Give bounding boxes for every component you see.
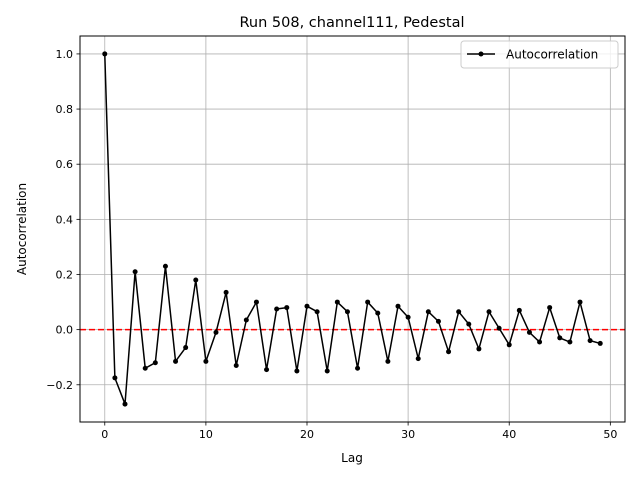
data-point [294,368,300,374]
data-point [162,263,168,269]
data-point [415,356,421,362]
legend: Autocorrelation [460,40,619,69]
grid [80,36,625,422]
data-point [102,51,108,57]
data-point [142,365,148,371]
y-tick-label: −0.2 [46,379,73,392]
data-point [355,365,361,371]
legend-box [460,40,619,69]
data-point [264,367,270,373]
data-point [547,305,553,311]
data-point [193,277,199,283]
data-point [173,358,179,364]
data-point [385,358,391,364]
data-point [274,306,280,312]
data-point [304,303,310,309]
legend-label: Autocorrelation [506,48,598,62]
data-point [567,339,573,345]
data-point [132,269,138,275]
data-point [516,307,522,313]
data-point [152,360,158,366]
data-point [213,329,219,335]
data-point [233,362,239,368]
x-axis-label: Lag [341,451,363,465]
data-point [122,401,128,407]
data-point [314,309,320,315]
data-point [405,314,411,320]
data-point [597,340,603,346]
data-point [375,310,381,316]
data-point [334,299,340,305]
plot-frame [79,35,626,423]
data-point [526,329,532,335]
data-point [365,299,371,305]
data-point [425,309,431,315]
y-tick-label: 0.0 [56,324,74,337]
data-point [456,309,462,315]
x-tick-label: 10 [199,428,213,441]
y-tick-label: 0.2 [56,268,74,281]
data-point [223,289,229,295]
y-tick-label: 0.4 [56,213,74,226]
y-tick-label: 1.0 [56,48,74,61]
data-point [395,303,401,309]
data-point [253,299,259,305]
data-point [476,346,482,352]
data-point [203,358,209,364]
series-line [104,53,601,405]
data-point [324,368,330,374]
legend-marker-sample [478,51,484,57]
y-tick-label: 0.6 [56,158,74,171]
y-tick-label: 0.8 [56,103,74,116]
x-tick-label: 30 [401,428,415,441]
axis-ticks: 0 10 20 30 40 50 −0.2 0.0 0.2 0.4 0.6 0.8 1.0 [46,48,617,441]
data-point [435,318,441,324]
data-point [496,325,502,331]
data-point [506,342,512,348]
data-point [557,335,563,341]
chart-title: Run 508, channel111, Pedestal [239,15,464,31]
series-autocorrelation [102,51,603,407]
data-point [112,375,118,381]
data-point [446,349,452,355]
data-point [577,299,583,305]
data-point [466,321,472,327]
data-point [486,309,492,315]
data-point [183,345,189,351]
data-point [284,305,290,311]
data-point [537,339,543,345]
data-point [344,309,350,315]
x-tick-label: 20 [300,428,314,441]
x-tick-label: 0 [101,428,108,441]
x-tick-label: 40 [502,428,516,441]
data-point [243,317,249,323]
data-point [587,338,593,344]
y-axis-label: Autocorrelation [15,183,29,275]
x-tick-label: 50 [603,428,617,441]
